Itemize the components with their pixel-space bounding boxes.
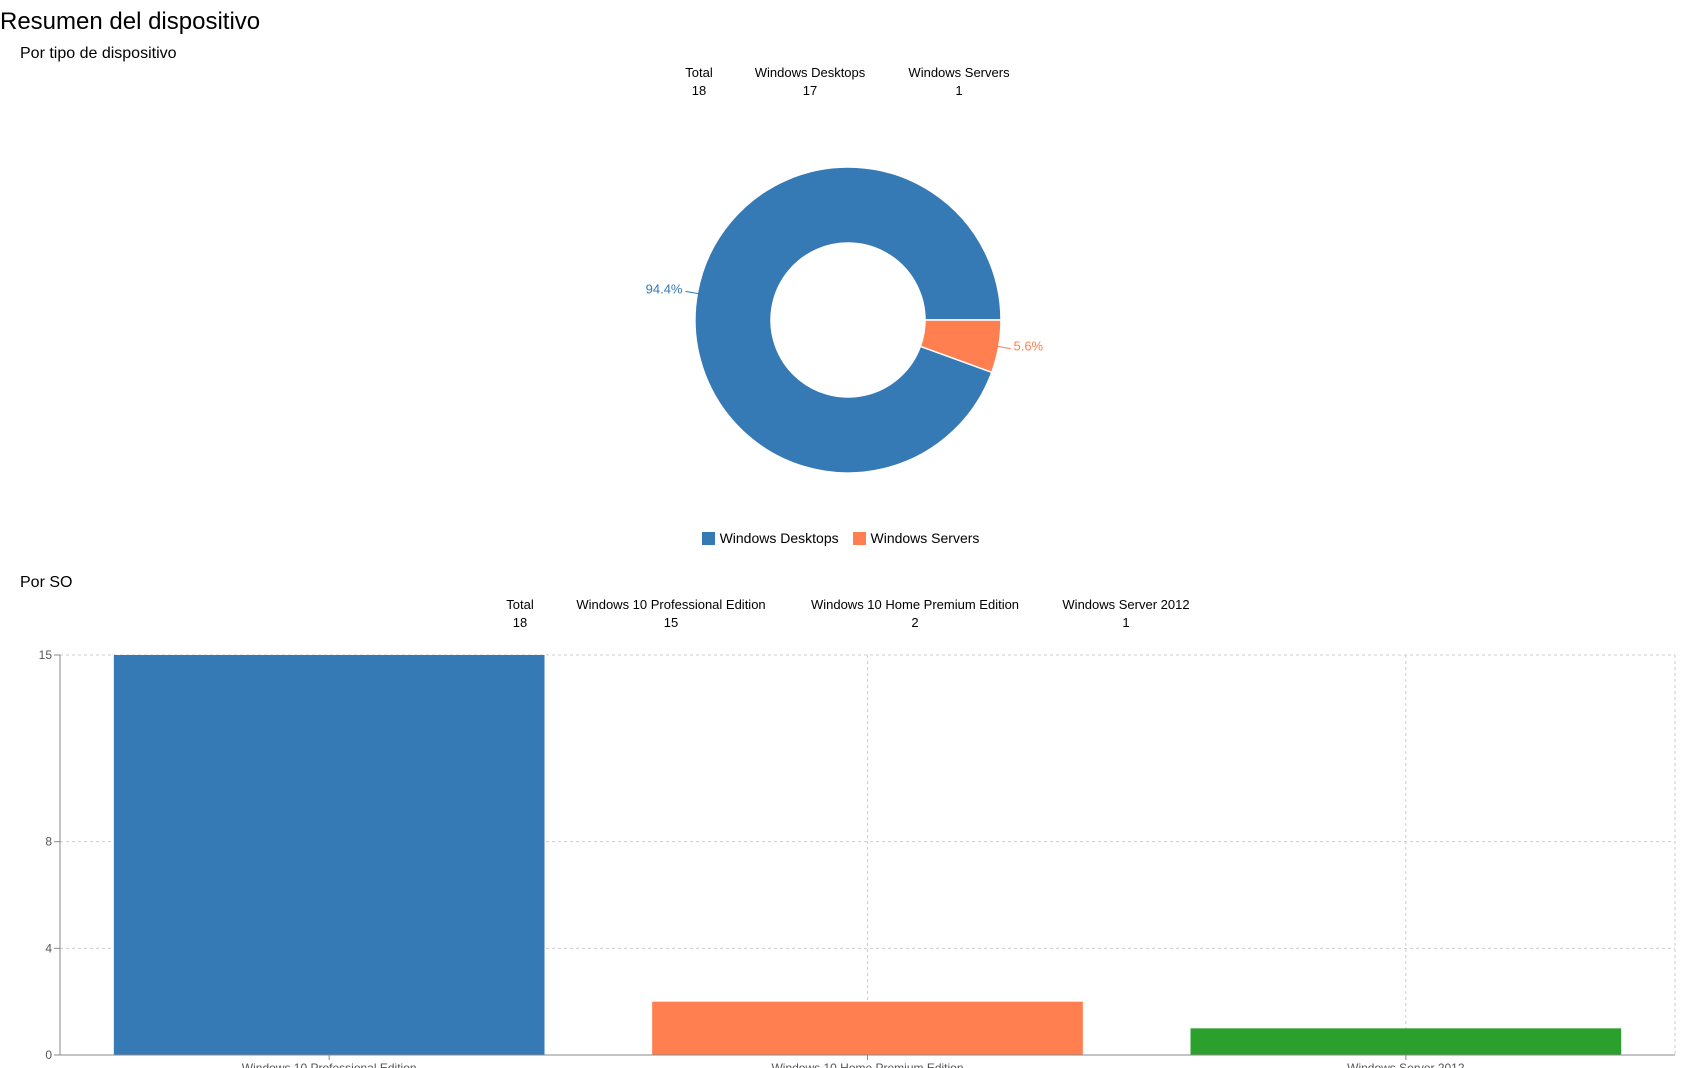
legend-swatch: [852, 531, 866, 545]
section-title-os: Por SO: [20, 574, 73, 591]
stat-value: 18: [691, 83, 707, 98]
stat-value: 1: [1122, 615, 1130, 630]
section-title-device-type: Por tipo de dispositivo: [20, 45, 177, 62]
donut-percent-label: 5.6%: [1013, 339, 1043, 354]
y-tick-label: 15: [39, 648, 53, 662]
stat-value: 2: [911, 615, 919, 630]
legend-item-windows-desktops[interactable]: Windows Desktops: [701, 530, 839, 546]
stat-os-total: Total 18: [506, 596, 533, 632]
stat-label: Windows Desktops: [754, 65, 866, 80]
stat-total: Total 18: [685, 64, 712, 100]
legend-swatch: [701, 531, 715, 545]
stat-label: Total: [685, 65, 713, 80]
stat-server-2012: Windows Server 2012 1: [1062, 596, 1189, 632]
y-tick-label: 0: [45, 1048, 52, 1062]
donut-percent-label: 94.4%: [646, 281, 683, 296]
stat-label: Windows 10 Professional Edition: [576, 597, 766, 612]
stat-label: Windows 10 Home Premium Edition: [810, 597, 1020, 612]
stat-label: Windows Server 2012: [1062, 597, 1190, 612]
y-tick-label: 4: [45, 941, 52, 955]
y-tick-label: 8: [45, 835, 52, 849]
stat-value: 15: [663, 615, 679, 630]
stat-label: Windows Servers: [908, 65, 1010, 80]
donut-slice-windows-servers[interactable]: [919, 319, 1002, 374]
os-bar-chart: 0 4 8 15 Windows 10 Professional Edition Wind…: [39, 648, 1676, 1068]
donut-label-leader: [685, 290, 700, 295]
page-title: Resumen del dispositivo: [0, 8, 261, 35]
stat-windows-servers: Windows Servers 1: [908, 64, 1009, 100]
x-tick-label: Windows 10 Professional Edition: [242, 1061, 417, 1068]
donut-legend: Windows Desktops Windows Servers: [0, 530, 1681, 548]
stat-win10-pro: Windows 10 Professional Edition 15: [576, 596, 765, 632]
stat-value: 18: [512, 615, 528, 630]
stat-windows-desktops: Windows Desktops 17: [755, 64, 866, 100]
bar-windows-10-home-premium-edition[interactable]: [652, 1001, 1083, 1055]
x-tick-label: Windows Server 2012: [1347, 1061, 1465, 1068]
bar-windows-10-professional-edition[interactable]: [113, 655, 545, 1055]
donut-label-leader: [996, 345, 1011, 350]
stat-label: Total: [506, 597, 534, 612]
x-tick-label: Windows 10 Home Premium Edition: [771, 1061, 963, 1068]
stat-value: 1: [955, 83, 963, 98]
device-type-donut-chart: 94.4% 5.6%: [646, 166, 1044, 474]
donut-slice-windows-desktops[interactable]: [694, 166, 1002, 474]
stat-value: 17: [802, 83, 818, 98]
legend-label: Windows Desktops: [719, 530, 839, 546]
legend-label: Windows Servers: [870, 530, 980, 546]
legend-item-windows-servers[interactable]: Windows Servers: [852, 530, 980, 546]
bar-windows-server-2012[interactable]: [1190, 1028, 1622, 1055]
stat-win10-home: Windows 10 Home Premium Edition 2: [811, 596, 1019, 632]
